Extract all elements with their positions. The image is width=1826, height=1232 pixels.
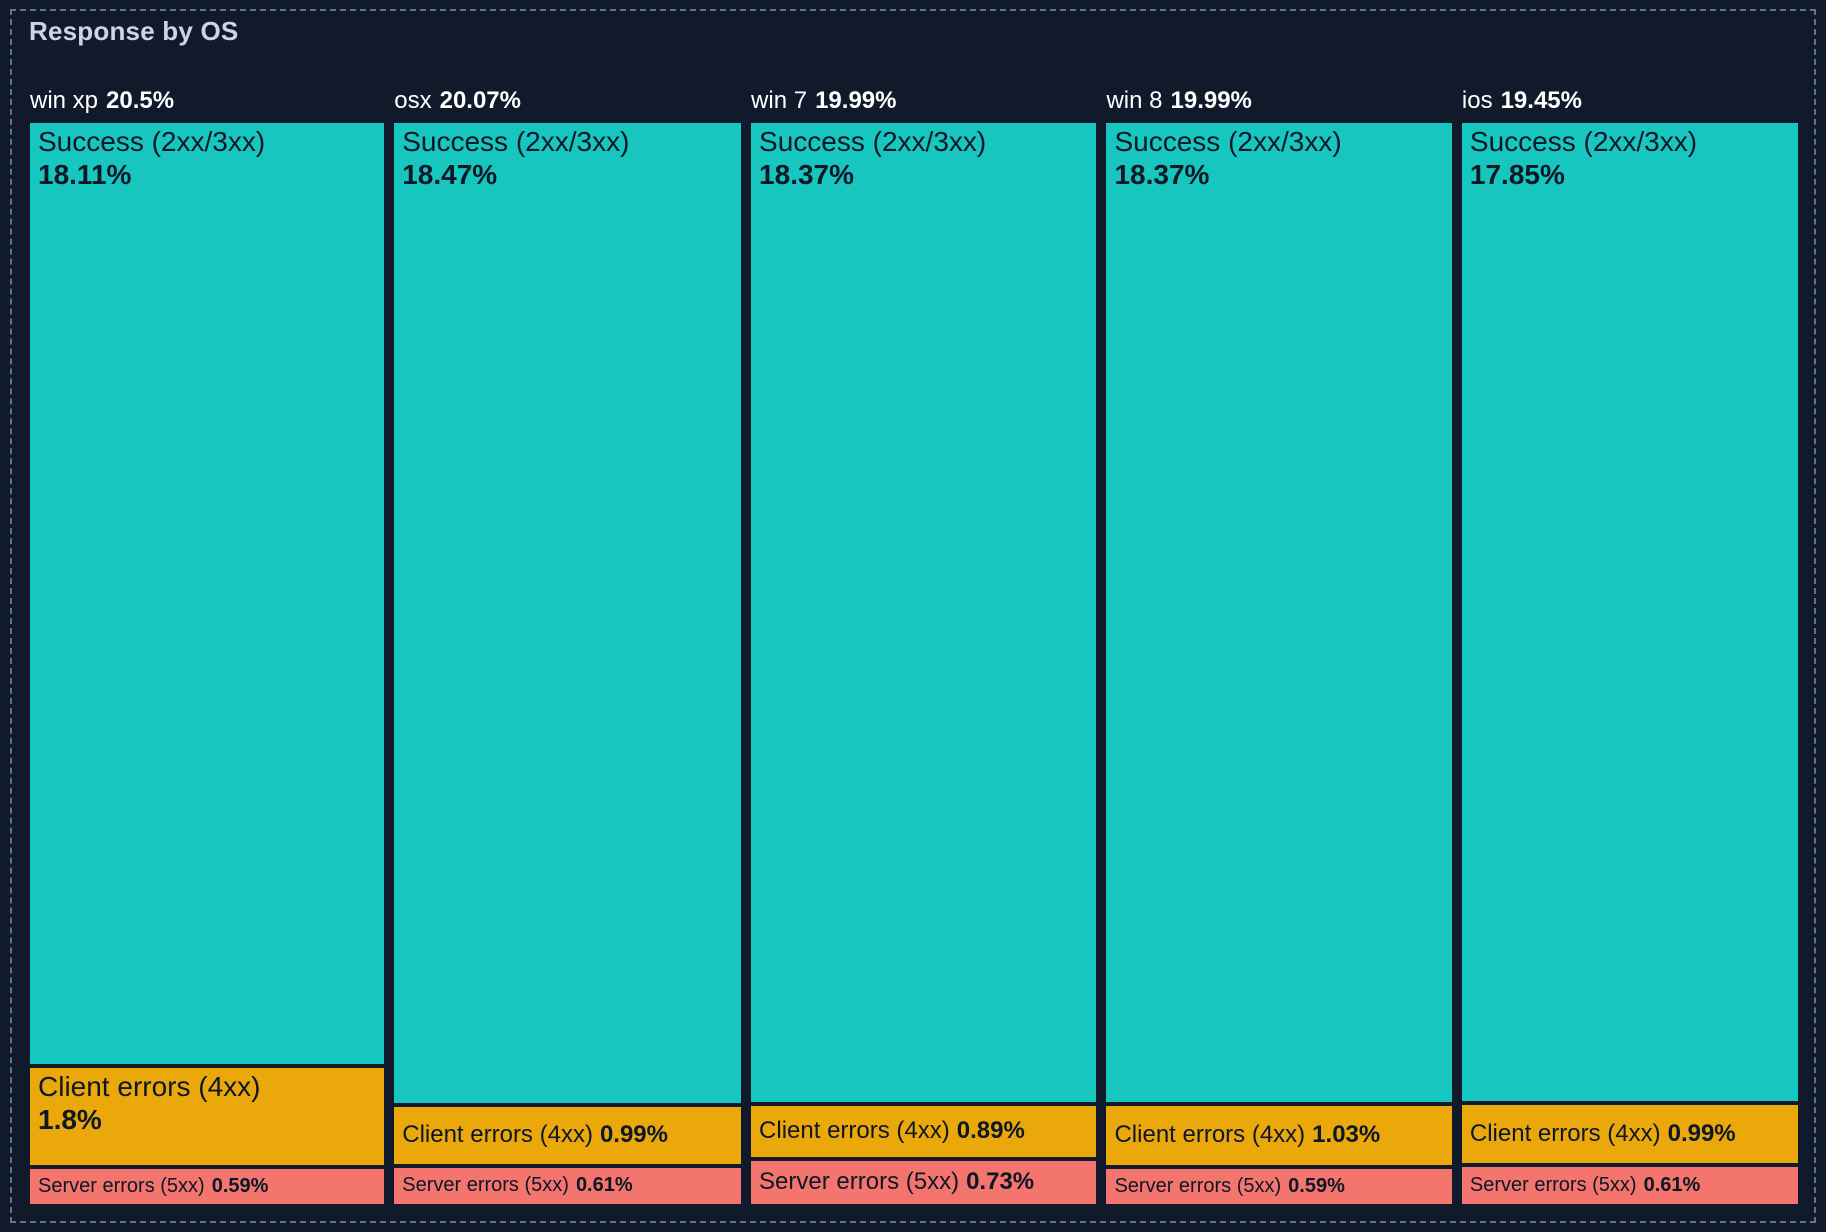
segment-text: Success (2xx/3xx) 18.37% <box>759 125 1088 191</box>
segment-server-win-xp[interactable]: Server errors (5xx) 0.59% <box>30 1169 385 1204</box>
segment-text: Client errors (4xx) 0.99% <box>402 1121 733 1149</box>
segment-success-win-7[interactable]: Success (2xx/3xx) 18.37% <box>751 123 1097 1103</box>
segment-label: Client errors (4xx) <box>38 1071 261 1103</box>
segment-text: Server errors (5xx) 0.59% <box>38 1175 376 1199</box>
segment-client-osx[interactable]: Client errors (4xx) 0.99% <box>394 1107 742 1164</box>
segment-value: 0.61% <box>575 1174 633 1197</box>
os-column-win-xp: win xp 20.5% Success (2xx/3xx) 18.11% Client… <box>30 78 385 1204</box>
segment-label: Client errors (4xx) <box>1469 1119 1661 1147</box>
os-column-header[interactable]: ios 19.45% <box>1462 78 1798 123</box>
segment-server-osx[interactable]: Server errors (5xx) 0.61% <box>394 1167 742 1205</box>
segment-label: Client errors (4xx) <box>402 1121 593 1149</box>
segment-value: 0.89% <box>956 1117 1025 1145</box>
os-segment-stack: Success (2xx/3xx) 18.37% Client errors (4x… <box>751 123 1097 1204</box>
segment-value: 0.59% <box>211 1174 269 1197</box>
segment-text: Server errors (5xx) 0.61% <box>1470 1174 1790 1198</box>
os-column-header[interactable]: win 7 19.99% <box>751 78 1096 123</box>
segment-value: 0.73% <box>966 1168 1035 1196</box>
segment-success-win-xp[interactable]: Success (2xx/3xx) 18.11% <box>30 123 385 1065</box>
os-column-win-7: win 7 19.99% Success (2xx/3xx) 18.37% Client… <box>751 78 1097 1204</box>
os-column-osx: osx 20.07% Success (2xx/3xx) 18.47% Client e… <box>394 78 742 1205</box>
os-column-win-8: win 8 19.99% Success (2xx/3xx) 18.37% Client… <box>1106 78 1452 1204</box>
segment-value: 0.61% <box>1643 1173 1701 1196</box>
os-name-label: osx <box>394 87 432 114</box>
os-total-percent: 20.07% <box>439 87 521 114</box>
segment-value: 18.47% <box>402 159 498 191</box>
segment-client-win-7[interactable]: Client errors (4xx) 0.89% <box>751 1106 1097 1158</box>
segment-label: Server errors (5xx) <box>1114 1174 1282 1197</box>
segment-label: Client errors (4xx) <box>1114 1121 1306 1149</box>
os-segment-stack: Success (2xx/3xx) 18.11% Client errors (4x… <box>30 123 385 1204</box>
treemap-chart: win xp 20.5% Success (2xx/3xx) 18.11% Client… <box>30 78 1798 1205</box>
os-total-percent: 19.99% <box>815 87 897 114</box>
segment-label: Success (2xx/3xx) <box>759 126 987 157</box>
os-column-ios: ios 19.45% Success (2xx/3xx) 17.85% Client e… <box>1461 78 1798 1204</box>
os-name-label: win 7 <box>751 87 808 114</box>
segment-server-ios[interactable]: Server errors (5xx) 0.61% <box>1461 1166 1798 1204</box>
segment-text: Client errors (4xx) 1.03% <box>1114 1121 1443 1149</box>
segment-text: Server errors (5xx) 0.59% <box>1114 1175 1443 1199</box>
segment-label: Client errors (4xx) <box>759 1117 950 1145</box>
os-column-header[interactable]: win 8 19.99% <box>1106 78 1451 123</box>
os-name-label: win xp <box>30 87 99 114</box>
segment-value: 1.8% <box>38 1104 102 1136</box>
segment-value: 1.03% <box>1312 1121 1381 1149</box>
segment-value: 0.59% <box>1288 1174 1345 1197</box>
segment-label: Success (2xx/3xx) <box>402 126 630 157</box>
segment-label: Server errors (5xx) <box>38 1174 205 1197</box>
os-segment-stack: Success (2xx/3xx) 18.37% Client errors (4x… <box>1106 123 1452 1204</box>
segment-success-osx[interactable]: Success (2xx/3xx) 18.47% <box>394 123 742 1104</box>
segment-client-win-xp[interactable]: Client errors (4xx) 1.8% <box>30 1068 385 1166</box>
os-column-header[interactable]: osx 20.07% <box>394 78 741 123</box>
segment-label: Success (2xx/3xx) <box>1114 126 1342 157</box>
os-segment-stack: Success (2xx/3xx) 17.85% Client errors (4x… <box>1461 123 1798 1204</box>
segment-server-win-7[interactable]: Server errors (5xx) 0.73% <box>751 1161 1097 1204</box>
segment-label: Server errors (5xx) <box>759 1168 960 1196</box>
os-segment-stack: Success (2xx/3xx) 18.47% Client errors (4x… <box>394 123 742 1205</box>
segment-label: Success (2xx/3xx) <box>1469 126 1698 157</box>
segment-server-win-8[interactable]: Server errors (5xx) 0.59% <box>1106 1168 1452 1204</box>
segment-text: Server errors (5xx) 0.61% <box>402 1174 733 1198</box>
segment-client-ios[interactable]: Client errors (4xx) 0.99% <box>1461 1104 1798 1163</box>
segment-text: Success (2xx/3xx) 18.11% <box>38 125 376 191</box>
segment-value: 17.85% <box>1469 159 1565 191</box>
segment-label: Server errors (5xx) <box>402 1174 569 1197</box>
os-column-header[interactable]: win xp 20.5% <box>30 78 384 123</box>
os-total-percent: 19.45% <box>1500 87 1582 114</box>
segment-value: 0.99% <box>1667 1119 1736 1147</box>
segment-text: Success (2xx/3xx) 17.85% <box>1470 125 1790 191</box>
panel-title: Response by OS <box>29 16 239 46</box>
segment-label: Server errors (5xx) <box>1469 1173 1637 1196</box>
segment-text: Client errors (4xx) 0.89% <box>759 1117 1088 1145</box>
segment-text: Client errors (4xx) 1.8% <box>38 1070 376 1136</box>
segment-client-win-8[interactable]: Client errors (4xx) 1.03% <box>1106 1106 1452 1165</box>
segment-label: Success (2xx/3xx) <box>38 126 266 157</box>
os-name-label: win 8 <box>1106 87 1163 114</box>
segment-value: 0.99% <box>599 1121 668 1149</box>
segment-value: 18.11% <box>38 159 132 191</box>
segment-text: Success (2xx/3xx) 18.37% <box>1114 125 1443 191</box>
segment-text: Server errors (5xx) 0.73% <box>759 1168 1088 1196</box>
os-name-label: ios <box>1461 87 1493 114</box>
segment-success-ios[interactable]: Success (2xx/3xx) 17.85% <box>1461 123 1798 1101</box>
os-total-percent: 19.99% <box>1170 87 1252 114</box>
segment-success-win-8[interactable]: Success (2xx/3xx) 18.37% <box>1106 123 1452 1103</box>
segment-value: 18.37% <box>759 159 855 191</box>
segment-text: Success (2xx/3xx) 18.47% <box>402 125 733 191</box>
segment-text: Client errors (4xx) 0.99% <box>1470 1120 1790 1148</box>
os-total-percent: 20.5% <box>106 87 175 114</box>
segment-value: 18.37% <box>1114 159 1210 191</box>
